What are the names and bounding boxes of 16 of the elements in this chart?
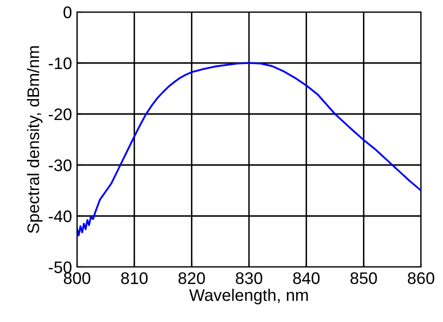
y-tick-label: -30 (48, 159, 72, 172)
x-axis-title: Wavelength, nm (189, 288, 308, 304)
y-tick-label: -10 (48, 57, 72, 70)
y-tick-label: -20 (48, 108, 72, 120)
line-series (77, 62, 421, 236)
x-tick-label: 850 (350, 272, 377, 284)
x-tick-label: 820 (178, 272, 205, 284)
y-tick-label: -40 (48, 210, 72, 222)
y-axis-title: Spectral density, dBm/nm (26, 46, 42, 234)
y-tick-label: 0 (64, 6, 72, 18)
x-tick-label: 860 (408, 272, 434, 284)
y-tick-label: -50 (48, 261, 72, 274)
x-tick-label: 800 (64, 272, 90, 284)
x-tick-label: 840 (293, 272, 320, 284)
x-tick-label: 810 (121, 272, 148, 284)
x-tick-label: 830 (236, 272, 262, 284)
